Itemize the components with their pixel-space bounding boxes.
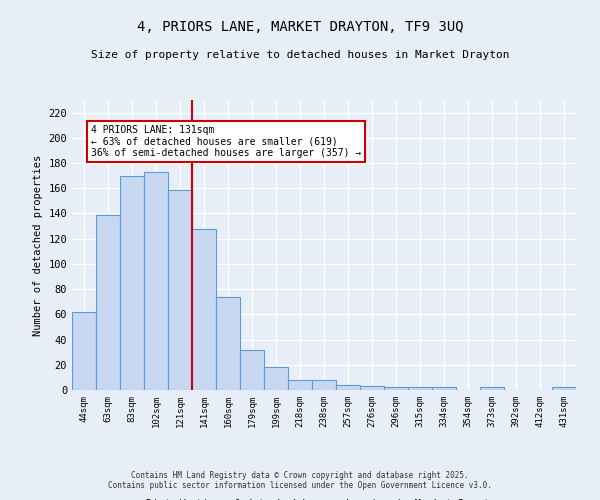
Text: Size of property relative to detached houses in Market Drayton: Size of property relative to detached ho… xyxy=(91,50,509,60)
Text: 4 PRIORS LANE: 131sqm
← 63% of detached houses are smaller (619)
36% of semi-det: 4 PRIORS LANE: 131sqm ← 63% of detached … xyxy=(91,125,361,158)
Bar xyxy=(552,388,576,390)
Bar xyxy=(264,368,288,390)
Bar xyxy=(192,228,216,390)
Bar xyxy=(408,388,432,390)
Y-axis label: Number of detached properties: Number of detached properties xyxy=(33,154,43,336)
Bar xyxy=(336,385,360,390)
Bar xyxy=(360,386,384,390)
Bar xyxy=(240,350,264,390)
Text: Contains HM Land Registry data © Crown copyright and database right 2025.
Contai: Contains HM Land Registry data © Crown c… xyxy=(108,470,492,490)
Bar xyxy=(144,172,168,390)
Bar xyxy=(432,388,456,390)
Bar xyxy=(168,190,192,390)
Bar xyxy=(120,176,144,390)
Bar xyxy=(480,388,504,390)
Bar xyxy=(72,312,96,390)
Bar xyxy=(288,380,312,390)
Bar xyxy=(96,214,120,390)
Bar xyxy=(216,296,240,390)
Bar xyxy=(312,380,336,390)
Text: 4, PRIORS LANE, MARKET DRAYTON, TF9 3UQ: 4, PRIORS LANE, MARKET DRAYTON, TF9 3UQ xyxy=(137,20,463,34)
Bar xyxy=(384,388,408,390)
